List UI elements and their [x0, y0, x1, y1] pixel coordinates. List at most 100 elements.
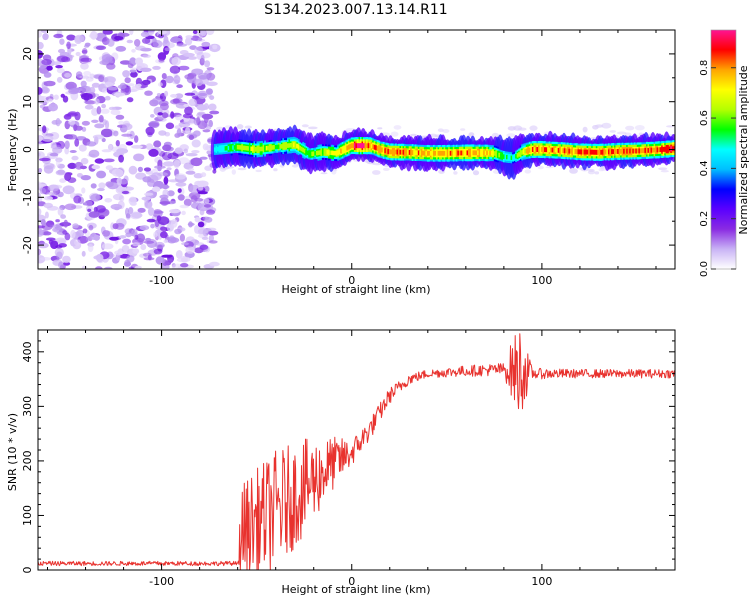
noise-blob [208, 119, 214, 128]
ridge-cell [312, 151, 315, 156]
y-tick-label: -20 [21, 236, 34, 254]
ridge-cell [644, 148, 647, 153]
ridge-cell [664, 146, 667, 152]
noise-blob [38, 151, 45, 159]
ridge-cell [582, 149, 584, 155]
colorbar-frame [710, 29, 737, 270]
ridge-cell [501, 153, 504, 159]
ridge-cell [276, 144, 279, 150]
ridge-cell [477, 150, 479, 156]
ridge-cell [569, 148, 572, 154]
ridge-cell [568, 148, 571, 154]
noise-blob [98, 75, 105, 82]
noise-blob [183, 198, 192, 207]
ridge-cell [518, 152, 521, 157]
noise-blob [68, 88, 80, 95]
noise-blob [178, 121, 191, 128]
snr-y-ticks: 0 100 200 300 400 [21, 329, 675, 574]
ridge-cell [481, 150, 484, 156]
ridge-cell [223, 146, 225, 151]
ridge-cell [317, 150, 320, 156]
ridge-cell [554, 147, 557, 153]
noise-blob [157, 172, 169, 177]
ridge-cell [559, 148, 562, 153]
noise-blob [114, 206, 120, 211]
ridge-cell [460, 150, 463, 156]
noise-blob [184, 74, 195, 80]
ridge-cell [621, 148, 624, 154]
noise-blob [52, 227, 64, 233]
halo-blob [658, 167, 668, 171]
ridge-cell [443, 151, 446, 156]
noise-blob [141, 196, 151, 201]
noise-blob [95, 205, 106, 213]
ridge-cell [318, 150, 321, 155]
noise-blob [157, 165, 162, 172]
noise-blob [43, 72, 52, 78]
noise-blob [49, 152, 59, 157]
noise-blob [145, 143, 154, 151]
ridge-cell [598, 149, 601, 155]
ridge-cell [614, 149, 616, 154]
ridge-cell [329, 150, 332, 155]
noise-blob [199, 244, 209, 250]
halo-blob [529, 125, 538, 131]
noise-blob [80, 62, 89, 70]
ridge-cell [288, 143, 291, 148]
ridge-cell [510, 155, 513, 160]
noise-blob [142, 252, 152, 257]
noise-blob [148, 122, 159, 127]
y-tick-label: -10 [21, 188, 34, 206]
noise-blob [113, 92, 126, 97]
noise-blob [177, 188, 182, 194]
ridge-cell [426, 150, 429, 156]
ridge-cell [642, 148, 645, 154]
ridge-cell [230, 145, 233, 150]
ridge-cell [252, 146, 254, 152]
noise-blob [95, 253, 104, 263]
noise-blob [55, 237, 67, 244]
noise-blob [194, 46, 204, 55]
ridge-cell [565, 148, 568, 154]
noise-blob [159, 201, 171, 205]
noise-blob [107, 86, 119, 91]
noise-blob [131, 48, 136, 53]
noise-blob [199, 156, 208, 160]
ridge-cell [495, 151, 498, 157]
noise-blob [117, 32, 130, 37]
noise-blob [192, 30, 198, 34]
noise-blob [145, 237, 152, 242]
ridge-cell [519, 151, 522, 156]
snr-frame [37, 329, 676, 571]
ridge-cell [655, 147, 657, 153]
colorbar: 0.0 0.2 0.4 0.6 0.8 Normalized spectral ampl… [699, 29, 750, 277]
noise-blob [181, 242, 189, 246]
noise-blob [78, 144, 87, 152]
noise-blob [101, 54, 113, 63]
noise-blob [203, 204, 212, 208]
ridge-cell [571, 148, 574, 154]
ridge-cell [475, 150, 478, 156]
noise-blob [62, 185, 75, 195]
halo-blob [460, 128, 466, 131]
noise-blob [55, 219, 60, 223]
ridge-cell [277, 144, 280, 149]
ridge-cell [650, 147, 653, 153]
noise-blob [58, 261, 64, 269]
noise-blob [81, 250, 86, 257]
ridge-cell [262, 146, 265, 151]
ridge-cell [624, 148, 627, 154]
colorbar-label: Normalized spectral amplitude [737, 65, 750, 234]
noise-blob [126, 255, 135, 263]
noise-blob [118, 154, 124, 163]
ridge-cell [469, 150, 472, 156]
noise-blob [112, 223, 119, 230]
noise-blob [57, 169, 65, 175]
ridge-cell [641, 148, 644, 154]
noise-blob [48, 103, 58, 112]
ridge-cell [632, 148, 635, 154]
ridge-cell [280, 144, 283, 149]
noise-blob [204, 60, 211, 68]
ridge-cell [335, 151, 338, 156]
ridge-cell [504, 154, 507, 160]
